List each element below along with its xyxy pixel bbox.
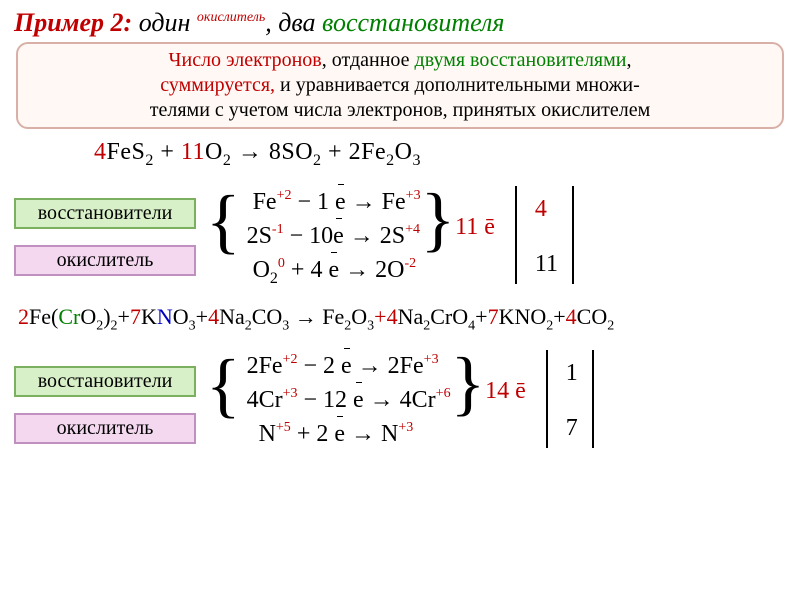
rule-line-1: Число электронов, отданное двумя восстан… — [28, 48, 772, 73]
rule-line-3: телями с учетом числа электронов, принят… — [28, 98, 772, 123]
left-brace-icon-2: { — [206, 358, 241, 412]
oxidizer-label: окислитель — [14, 245, 196, 276]
half-row-fe: Fe+2 − 1 e → Fe+3 — [247, 184, 421, 218]
half-row-fe2: 2Fe+2 − 2 e → 2Fe+3 — [247, 348, 451, 382]
right-brace-icon-2: } — [451, 356, 486, 410]
right-brace-icon: } — [421, 192, 456, 246]
separator-1b — [572, 186, 574, 284]
electron-balance-2: восстановители окислитель { 2Fe+2 − 2 e … — [14, 348, 786, 450]
left-brace-icon: { — [206, 194, 241, 248]
oxidizer-label-2: окислитель — [14, 413, 196, 444]
electron-balance-1: восстановители окислитель { Fe+2 − 1 e →… — [14, 184, 786, 286]
half-row-n: N+5 + 2 e → N+3 — [247, 416, 451, 450]
half-row-s: 2S-1 − 10e → 2S+4 — [247, 218, 421, 252]
reducers-label-2: восстановители — [14, 366, 196, 397]
multipliers-2: 1 7 — [566, 348, 578, 442]
multipliers-1: 4 11 — [535, 184, 558, 278]
equation-1: 4FeS2 + 11O2 → 8SO2 + 2Fe2O3 — [94, 139, 786, 170]
half-reactions-1: Fe+2 − 1 e → Fe+3 2S-1 − 10e → 2S+4 O20 … — [247, 184, 421, 286]
title-reducer: восстановителя — [322, 8, 504, 37]
half-reactions-2: 2Fe+2 − 2 e → 2Fe+3 4Cr+3 − 12 e → 4Cr+6… — [247, 348, 451, 450]
half-row-cr: 4Cr+3 − 12 e → 4Cr+6 — [247, 382, 451, 416]
labels-1: восстановители окислитель — [14, 198, 196, 276]
title-prefix: Пример 2: — [14, 8, 132, 37]
example-title: Пример 2: один окислитель, два восстанов… — [14, 8, 786, 38]
reducers-label: восстановители — [14, 198, 196, 229]
half-row-o: O20 + 4 e → 2O-2 — [247, 252, 421, 286]
equation-2: 2Fe(CrO2)2+7KNO3+4Na2CO3 → Fe2O3+4Na2CrO… — [18, 304, 786, 334]
rule-line-2: суммируется, и уравнивается дополнительн… — [28, 73, 772, 98]
separator-2 — [546, 350, 548, 448]
electron-sum-2: 14 ē — [485, 378, 526, 405]
electron-sum-1: 11 ē — [455, 214, 495, 241]
separator-2b — [592, 350, 594, 448]
labels-2: восстановители окислитель — [14, 366, 196, 444]
title-oxidizer: окислитель — [197, 10, 265, 25]
separator-1 — [515, 186, 517, 284]
rule-box: Число электронов, отданное двумя восстан… — [16, 42, 784, 129]
